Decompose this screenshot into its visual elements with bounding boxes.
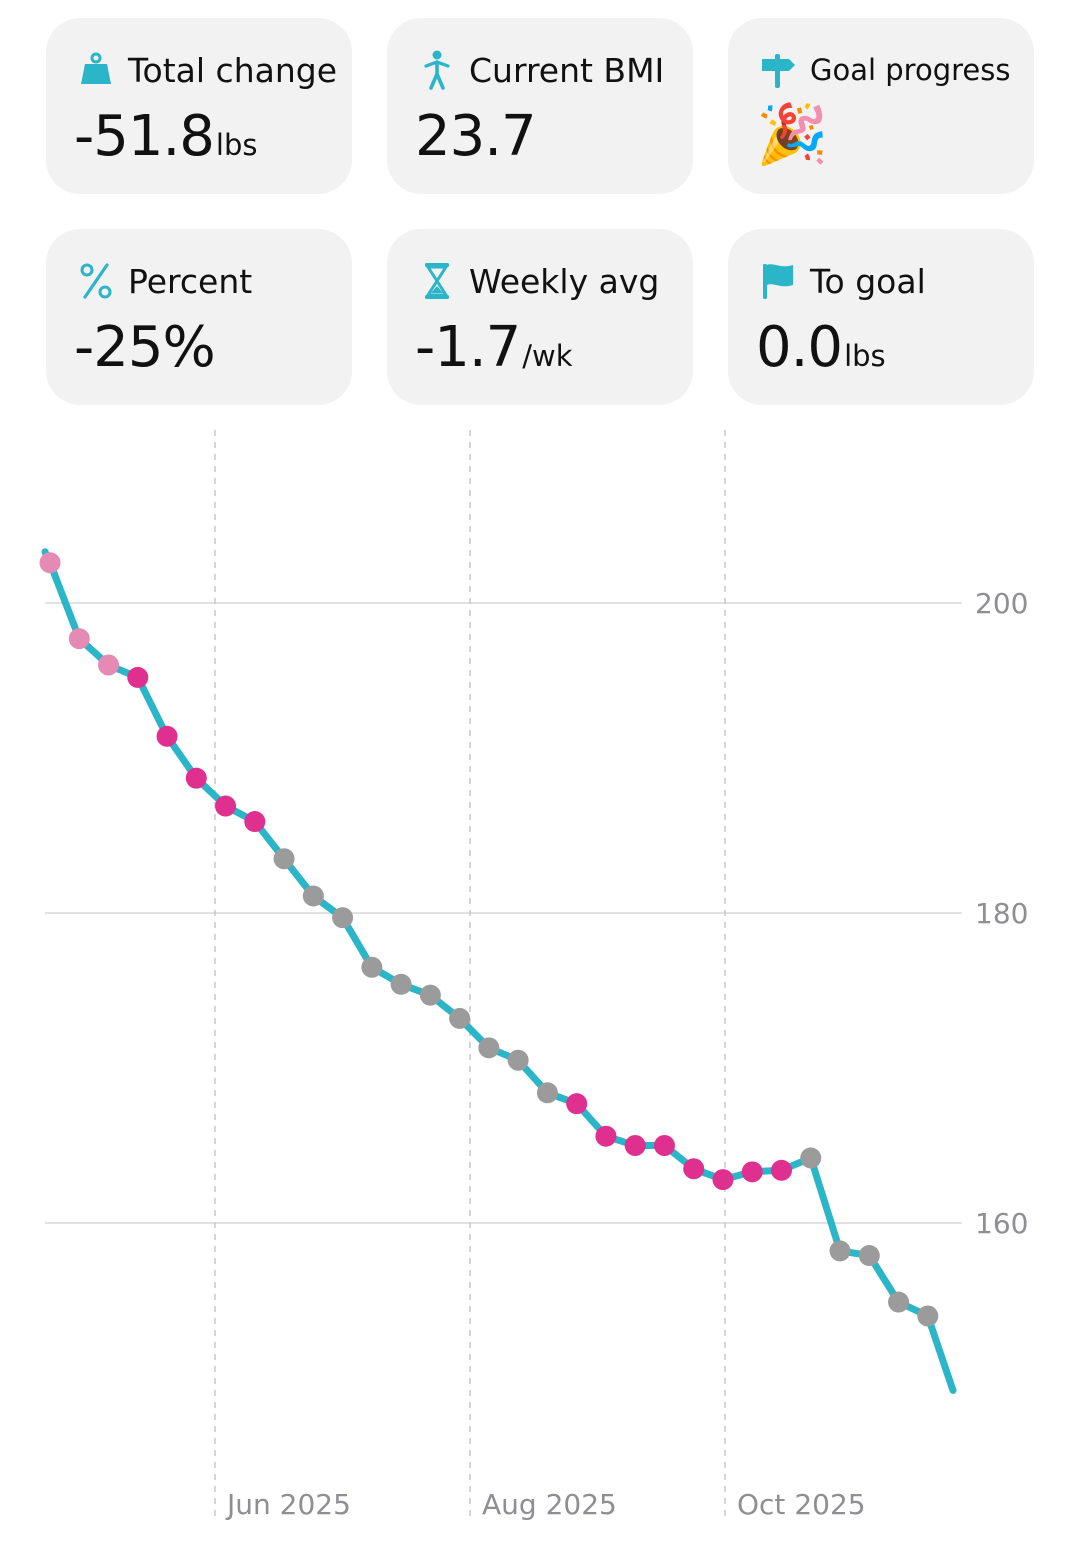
weight-point[interactable]: [361, 956, 383, 978]
percent-value: -25%: [74, 315, 216, 380]
card-label: Total change: [128, 50, 338, 90]
weight-series: [41, 548, 957, 1394]
weight-point[interactable]: [39, 552, 61, 574]
total-change-value: -51.8: [74, 104, 215, 169]
card-value: -25%: [74, 315, 216, 380]
weight-point[interactable]: [653, 1135, 675, 1156]
signpost-icon: [758, 50, 798, 90]
card-total-change[interactable]: Total change -51.8 lbs: [46, 18, 352, 194]
weight-point[interactable]: [624, 1135, 646, 1156]
card-value: -1.7 /wk: [415, 315, 573, 380]
weight-point[interactable]: [566, 1093, 588, 1115]
to-goal-value: 0.0: [756, 315, 843, 380]
weight-point[interactable]: [449, 1007, 471, 1029]
weight-point[interactable]: [215, 795, 237, 817]
weight-trend-line: [41, 548, 957, 1394]
card-header: Current BMI: [417, 48, 664, 92]
current-bmi-value: 23.7: [415, 104, 537, 169]
y-tick-label: 180: [975, 897, 1028, 930]
card-current-bmi[interactable]: Current BMI 23.7: [387, 18, 693, 194]
card-label: Percent: [128, 261, 253, 301]
horizontal-gridlines: [45, 602, 962, 1224]
party-popper-icon: 🎉: [756, 100, 828, 168]
weight-point[interactable]: [478, 1037, 500, 1059]
y-tick-label: 200: [975, 587, 1028, 620]
card-value: 23.7: [415, 104, 537, 169]
hourglass-icon: [417, 261, 457, 301]
flag-icon: [758, 261, 798, 301]
weight-point[interactable]: [68, 628, 90, 650]
percent-icon: [76, 261, 116, 301]
weight-point[interactable]: [829, 1240, 851, 1262]
weight-point[interactable]: [595, 1125, 617, 1147]
weight-point[interactable]: [741, 1161, 763, 1183]
card-header: Goal progress: [758, 48, 1010, 92]
weight-point[interactable]: [800, 1147, 822, 1169]
x-axis-labels: Jun 2025 Aug 2025 Oct 2025: [225, 1488, 866, 1521]
card-value: -51.8 lbs: [74, 104, 257, 169]
weight-point[interactable]: [156, 725, 178, 747]
weight-point[interactable]: [771, 1159, 792, 1181]
y-axis-labels: 200 180 160: [975, 587, 1028, 1240]
weight-point[interactable]: [390, 973, 412, 995]
card-label: Goal progress: [810, 53, 1011, 87]
weight-point[interactable]: [127, 666, 149, 688]
weight-point[interactable]: [419, 984, 441, 1006]
card-value: 🎉: [756, 100, 828, 169]
weight-point[interactable]: [273, 848, 295, 870]
weight-point[interactable]: [858, 1245, 880, 1267]
card-goal-progress[interactable]: Goal progress 🎉: [728, 18, 1034, 194]
weight-point[interactable]: [507, 1049, 529, 1071]
weight-point[interactable]: [244, 811, 266, 833]
x-tick-label: Jun 2025: [225, 1488, 351, 1521]
card-header: Percent: [76, 259, 252, 303]
card-value: 0.0 lbs: [756, 315, 886, 380]
to-goal-unit: lbs: [844, 339, 886, 373]
x-tick-label: Aug 2025: [482, 1488, 617, 1521]
weekly-avg-unit: /wk: [522, 339, 573, 373]
weight-line-chart[interactable]: 200 180 160 Jun 2025 Aug 2025 Oct 2025: [0, 420, 1080, 1556]
card-label: To goal: [810, 261, 926, 301]
person-icon: [417, 50, 457, 90]
y-tick-label: 160: [975, 1207, 1028, 1240]
scale-icon: [76, 50, 116, 90]
card-header: Weekly avg: [417, 259, 659, 303]
weight-point[interactable]: [185, 767, 207, 789]
weight-point[interactable]: [683, 1158, 705, 1180]
card-label: Weekly avg: [469, 261, 660, 301]
weight-points[interactable]: [39, 552, 939, 1327]
card-header: To goal: [758, 259, 926, 303]
total-change-unit: lbs: [215, 128, 258, 162]
weight-point[interactable]: [536, 1082, 558, 1104]
weight-point[interactable]: [302, 885, 324, 907]
card-header: Total change: [76, 48, 337, 92]
x-tick-label: Oct 2025: [737, 1488, 866, 1521]
weight-point[interactable]: [332, 907, 354, 929]
card-label: Current BMI: [469, 50, 665, 90]
card-weekly-avg[interactable]: Weekly avg -1.7 /wk: [387, 229, 693, 405]
card-percent[interactable]: Percent -25%: [46, 229, 352, 405]
weight-point[interactable]: [917, 1305, 939, 1327]
weekly-avg-value: -1.7: [415, 315, 521, 380]
weight-point[interactable]: [98, 654, 120, 676]
weight-point[interactable]: [888, 1291, 910, 1313]
vertical-gridlines: [214, 430, 726, 1520]
weight-point[interactable]: [712, 1169, 734, 1191]
card-to-goal[interactable]: To goal 0.0 lbs: [728, 229, 1034, 405]
